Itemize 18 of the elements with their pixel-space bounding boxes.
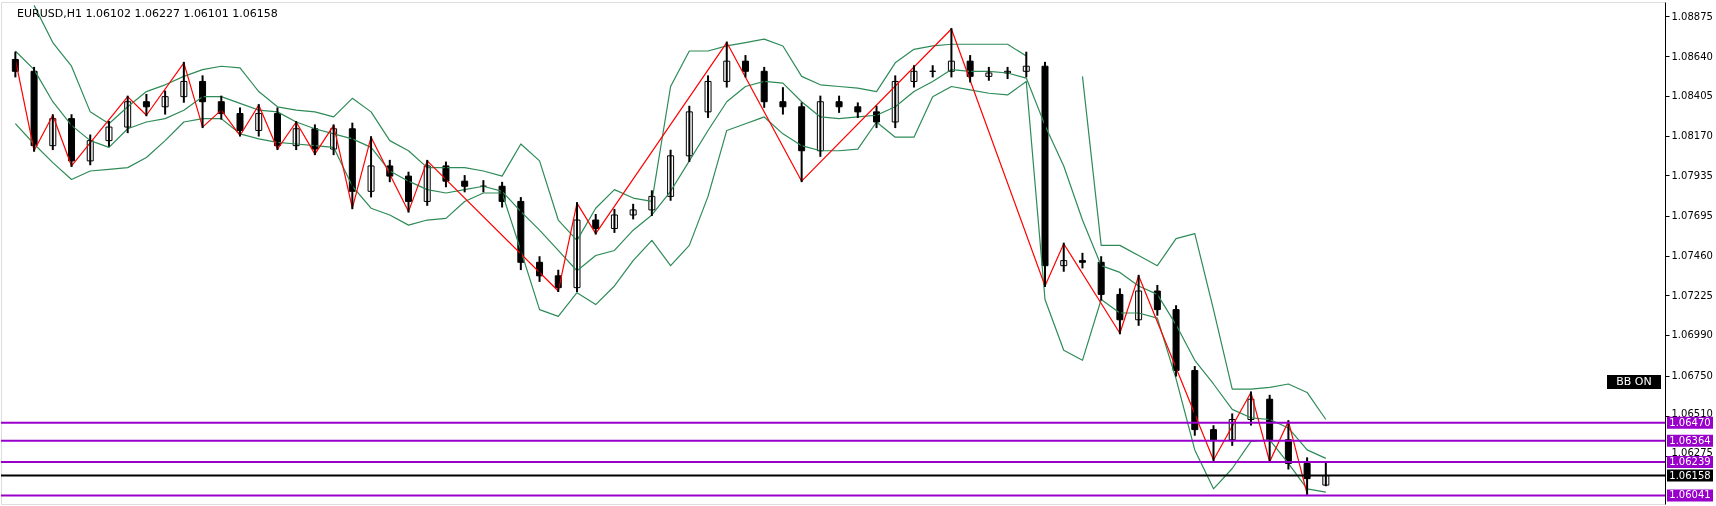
y-tick-label: 1.07225	[1671, 289, 1713, 301]
y-tick-label: 1.07935	[1671, 169, 1713, 181]
ref-line-label: 1.06470	[1669, 416, 1711, 428]
y-tick-label: 1.07460	[1671, 250, 1713, 262]
y-tick-label: 1.08640	[1671, 50, 1713, 62]
y-tick-label: 1.08405	[1671, 90, 1713, 102]
y-tick-label: 1.08875	[1671, 10, 1713, 22]
candlestick	[985, 66, 993, 81]
ref-line-label: 1.06364	[1669, 434, 1711, 446]
ref-line-label: 1.06239	[1669, 455, 1711, 467]
y-tick-label: 1.06990	[1671, 329, 1713, 341]
ref-line-label: 1.06041	[1669, 489, 1711, 501]
y-tick-label: 1.06510	[1671, 407, 1713, 419]
y-tick-label: 1.08170	[1671, 130, 1713, 142]
y-tick-label: 1.06750	[1671, 370, 1713, 382]
text: BB ON	[1616, 375, 1652, 388]
ref-line-label: 1.06158	[1669, 469, 1711, 481]
y-tick-label: 1.07695	[1671, 210, 1713, 222]
